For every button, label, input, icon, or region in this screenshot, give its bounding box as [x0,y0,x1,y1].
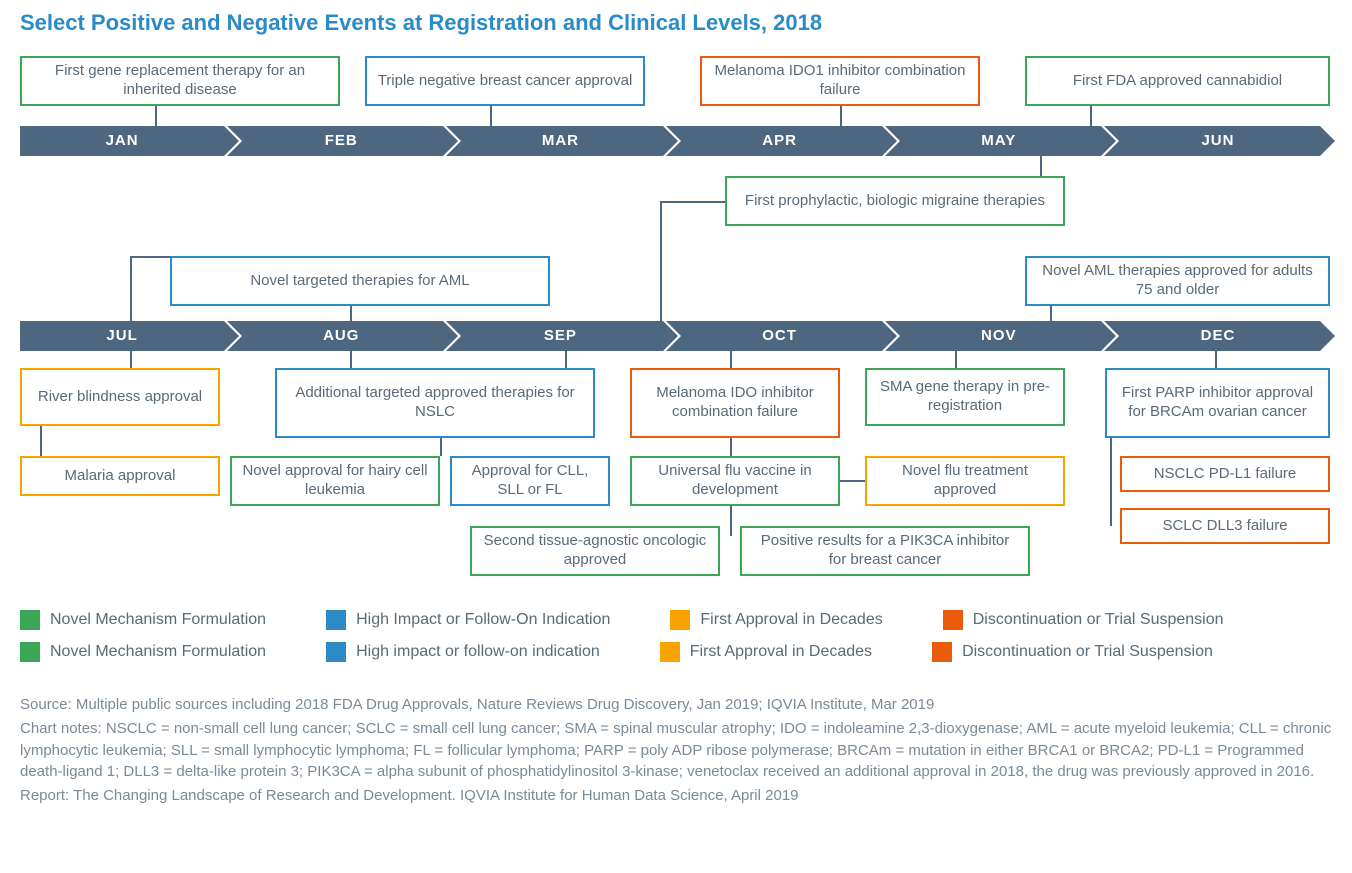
connector [955,351,957,369]
legend-label: High impact or follow-on indication [356,643,600,661]
page-title: Select Positive and Negative Events at R… [20,10,1332,36]
event-aml75: Novel AML therapies approved for adults … [1025,256,1330,306]
connector [660,201,662,321]
event-sma: SMA gene therapy in pre-registration [865,368,1065,426]
arrow-bar-bottom: JUL AUG SEP OCT NOV DEC [20,321,1320,351]
swatch-icon [932,642,952,662]
connector [660,201,725,203]
event-pdl1: NSCLC PD-L1 failure [1120,456,1330,492]
month-seg: JUL [20,321,224,351]
event-cbd: First FDA approved cannabidiol [1025,56,1330,106]
legend-label: Novel Mechanism Formulation [50,611,266,629]
legend-row: Novel Mechanism Formulation High impact … [20,642,1332,662]
month-seg: OCT [666,321,882,351]
legend-label: First Approval in Decades [700,611,882,629]
month-seg: JAN [20,126,224,156]
event-hairy: Novel approval for hairy cell leukemia [230,456,440,506]
swatch-icon [20,610,40,630]
event-aml-novel: Novel targeted therapies for AML [170,256,550,306]
swatch-icon [943,610,963,630]
legend-label: First Approval in Decades [690,643,872,661]
event-nslc: Additional targeted approved therapies f… [275,368,595,438]
event-parp: First PARP inhibitor approval for BRCAm … [1105,368,1330,438]
swatch-icon [326,642,346,662]
swatch-icon [660,642,680,662]
connector [1050,304,1052,321]
legend-item: High Impact or Follow-On Indication [326,610,610,630]
event-ido1-fail: Melanoma IDO1 inhibitor combination fail… [700,56,980,106]
connector [440,436,442,456]
event-gene-therapy: First gene replacement therapy for an in… [20,56,340,106]
connector [490,104,492,126]
arrow-bar-top: JAN FEB MAR APR MAY JUN [20,126,1320,156]
legend-label: Discontinuation or Trial Suspension [973,611,1224,629]
month-seg: NOV [885,321,1101,351]
event-flutx: Novel flu treatment approved [865,456,1065,506]
notes-report: Report: The Changing Landscape of Resear… [20,785,1332,807]
event-migraine: First prophylactic, biologic migraine th… [725,176,1065,226]
timeline-container: First gene replacement therapy for an in… [20,56,1332,676]
connector [730,351,732,369]
legend-item: Novel Mechanism Formulation [20,610,266,630]
swatch-icon [20,642,40,662]
month-seg: AUG [227,321,443,351]
month-seg: DEC [1104,321,1320,351]
swatch-icon [326,610,346,630]
legend-label: High Impact or Follow-On Indication [356,611,610,629]
connector [350,304,352,321]
connector [565,351,567,369]
month-seg: MAR [446,126,662,156]
event-malaria: Malaria approval [20,456,220,496]
legend-item: High impact or follow-on indication [326,642,600,662]
legend-item: Discontinuation or Trial Suspension [932,642,1213,662]
legend-row: Novel Mechanism Formulation High Impact … [20,610,1332,630]
connector [1215,351,1217,369]
event-pik3ca: Positive results for a PIK3CA inhibitor … [740,526,1030,576]
legend-item: First Approval in Decades [660,642,872,662]
event-tnbc: Triple negative breast cancer approval [365,56,645,106]
month-seg: APR [666,126,882,156]
notes-block: Source: Multiple public sources includin… [20,694,1332,807]
legend: Novel Mechanism Formulation High Impact … [20,610,1332,674]
notes-source: Source: Multiple public sources includin… [20,694,1332,716]
event-cll: Approval for CLL, SLL or FL [450,456,610,506]
connector [1090,104,1092,126]
month-seg: FEB [227,126,443,156]
notes-chart: Chart notes: NSCLC = non-small cell lung… [20,718,1332,783]
legend-item: Novel Mechanism Formulation [20,642,266,662]
month-seg: MAY [885,126,1101,156]
connector [155,104,157,126]
swatch-icon [670,610,690,630]
connector [350,351,352,369]
connector [1040,156,1042,178]
legend-item: Discontinuation or Trial Suspension [943,610,1224,630]
legend-label: Novel Mechanism Formulation [50,643,266,661]
connector [840,480,865,482]
month-seg: SEP [446,321,662,351]
connector [130,256,132,321]
legend-item: First Approval in Decades [670,610,882,630]
connector [840,104,842,126]
legend-label: Discontinuation or Trial Suspension [962,643,1213,661]
connector [130,256,170,258]
event-tissue: Second tissue-agnostic oncologic approve… [470,526,720,576]
event-river: River blindness approval [20,368,220,426]
connector [130,351,132,369]
event-ido-fail2: Melanoma IDO inhibitor combination failu… [630,368,840,438]
event-fluvax: Universal flu vaccine in development [630,456,840,506]
month-seg: JUN [1104,126,1320,156]
event-dll3: SCLC DLL3 failure [1120,508,1330,544]
